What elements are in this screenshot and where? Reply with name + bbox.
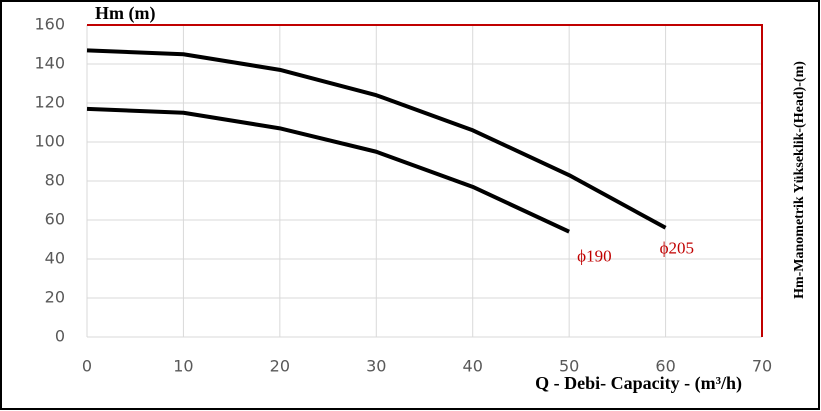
x-tick-label: 0 bbox=[82, 357, 92, 376]
y-tick-label: 140 bbox=[34, 54, 65, 73]
y2-axis-label: Hm-Manometrik Yükseklik-(Head)-(m) bbox=[792, 61, 807, 299]
y-tick-label: 40 bbox=[45, 249, 65, 268]
y-tick-label: 0 bbox=[55, 327, 65, 346]
chart-title: Hm (m) bbox=[95, 3, 155, 24]
x-tick-label: 20 bbox=[270, 357, 290, 376]
y-tick-label: 160 bbox=[34, 15, 65, 34]
y-tick-label: 20 bbox=[45, 288, 65, 307]
marks: ϕ205 ϕ190 bbox=[86, 48, 694, 266]
series-label: ϕ190 bbox=[577, 247, 611, 266]
x-tick-label: 60 bbox=[655, 357, 675, 376]
x-tick-label: 10 bbox=[173, 357, 193, 376]
x-axis-label: Q - Debi- Capacity - (m³/h) bbox=[535, 373, 742, 394]
y-tick-label: 60 bbox=[45, 210, 65, 229]
x-tick-label: 40 bbox=[463, 357, 483, 376]
x-tick-label: 50 bbox=[559, 357, 579, 376]
plot-frame bbox=[87, 24, 763, 337]
y-tick-label: 120 bbox=[34, 93, 65, 112]
x-tick-label: 70 bbox=[752, 357, 772, 376]
y-tick-label: 80 bbox=[45, 171, 65, 190]
x-tick-label: 30 bbox=[366, 357, 386, 376]
curve bbox=[86, 106, 570, 234]
grid: 0 20 40 60 80 100 120 140 160 0 10 20 30 40 50 60 70 bbox=[34, 15, 772, 376]
y-tick-label: 100 bbox=[34, 132, 65, 151]
series-label: ϕ205 bbox=[660, 239, 694, 258]
curve bbox=[86, 48, 667, 230]
